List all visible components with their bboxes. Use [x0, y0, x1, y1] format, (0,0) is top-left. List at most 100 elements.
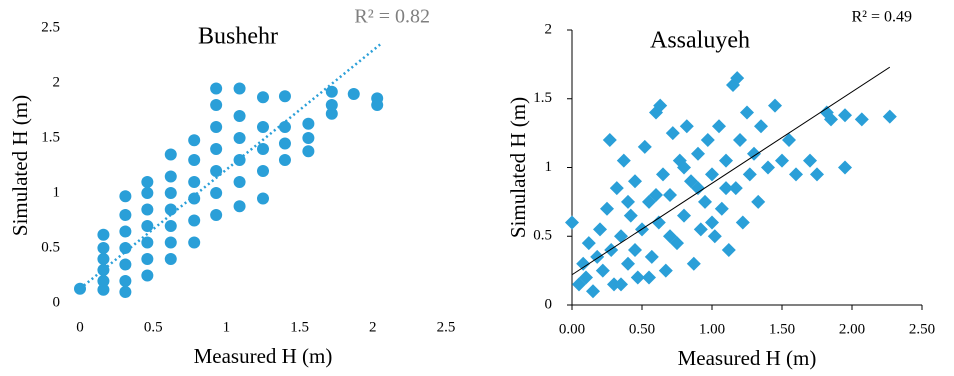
point: [278, 90, 291, 103]
x-tick-label: 0.00: [559, 321, 585, 337]
point: [97, 242, 110, 254]
point: [714, 201, 729, 216]
y-tick-label: 1: [53, 184, 61, 200]
point: [325, 85, 338, 98]
point: [686, 256, 701, 271]
point: [712, 119, 726, 134]
point: [616, 153, 631, 168]
point: [141, 187, 154, 199]
point: [188, 214, 201, 227]
point: [210, 121, 223, 133]
point: [302, 145, 315, 158]
point: [210, 143, 223, 155]
point: [141, 253, 154, 265]
x-axis-label: Measured H (m): [194, 344, 333, 368]
point: [747, 146, 761, 161]
point: [97, 283, 110, 296]
point: [565, 215, 579, 230]
x-tick-label: 2.00: [839, 321, 865, 337]
point: [233, 176, 246, 188]
point: [649, 188, 663, 202]
point: [210, 99, 223, 111]
y-tick-label: 0.5: [41, 239, 60, 255]
point: [658, 263, 673, 278]
point: [119, 286, 132, 298]
point: [581, 236, 596, 251]
point: [700, 133, 715, 147]
point: [637, 139, 652, 154]
point: [595, 263, 610, 278]
y-tick-label: 0.5: [533, 228, 552, 244]
point: [721, 243, 736, 257]
point: [164, 170, 177, 183]
x-tick-label: 2.50: [909, 321, 935, 337]
y-tick-label: 2: [545, 21, 553, 37]
point: [789, 167, 803, 182]
point: [164, 253, 177, 265]
point: [614, 277, 628, 292]
point: [164, 220, 177, 232]
point: [628, 243, 642, 257]
chart-title: Assaluyeh: [650, 28, 750, 54]
point: [663, 188, 677, 202]
point: [719, 181, 733, 196]
point: [119, 225, 132, 238]
x-tick-label: 1.50: [769, 321, 795, 337]
point: [691, 146, 705, 161]
point: [761, 160, 775, 175]
point: [663, 229, 677, 244]
point: [740, 105, 754, 120]
y-axis-label: Simulated H (m): [506, 97, 530, 238]
point: [210, 82, 223, 95]
point: [651, 215, 666, 230]
point: [188, 154, 201, 166]
point: [679, 119, 694, 134]
point: [719, 153, 733, 168]
x-tick-label: 2: [369, 319, 377, 335]
point: [733, 133, 747, 147]
point: [838, 160, 852, 175]
trendline: [79, 43, 381, 290]
point: [278, 121, 291, 133]
point: [614, 229, 628, 244]
point: [576, 256, 591, 271]
point: [751, 194, 766, 209]
x-tick-label: 0.50: [629, 321, 655, 337]
point: [257, 143, 269, 155]
y-tick-label: 0: [53, 294, 61, 310]
x-tick-label: 0: [76, 319, 84, 335]
point: [586, 284, 600, 299]
point: [768, 98, 782, 113]
point: [164, 187, 177, 199]
point: [233, 200, 246, 213]
point: [735, 215, 750, 230]
point: [705, 167, 719, 182]
point: [742, 167, 757, 182]
point: [119, 190, 132, 203]
point: [593, 222, 607, 237]
point: [579, 270, 593, 285]
point: [141, 220, 154, 232]
point: [188, 236, 201, 249]
point: [602, 133, 617, 147]
point: [653, 98, 668, 113]
x-tick-label: 2.5: [437, 319, 456, 335]
point: [164, 203, 177, 216]
point: [302, 117, 315, 130]
point: [210, 187, 223, 199]
point: [164, 236, 177, 249]
point: [707, 229, 722, 244]
point: [677, 160, 691, 175]
point: [604, 243, 619, 257]
point: [141, 269, 154, 282]
trendline: [571, 66, 891, 276]
y-tick-label: 0: [545, 296, 553, 312]
point: [621, 256, 635, 271]
x-tick-label: 1.00: [699, 321, 725, 337]
point: [698, 194, 712, 209]
point: [210, 209, 223, 221]
point: [730, 71, 745, 86]
point: [188, 134, 201, 147]
point: [628, 174, 642, 189]
point: [325, 107, 338, 120]
